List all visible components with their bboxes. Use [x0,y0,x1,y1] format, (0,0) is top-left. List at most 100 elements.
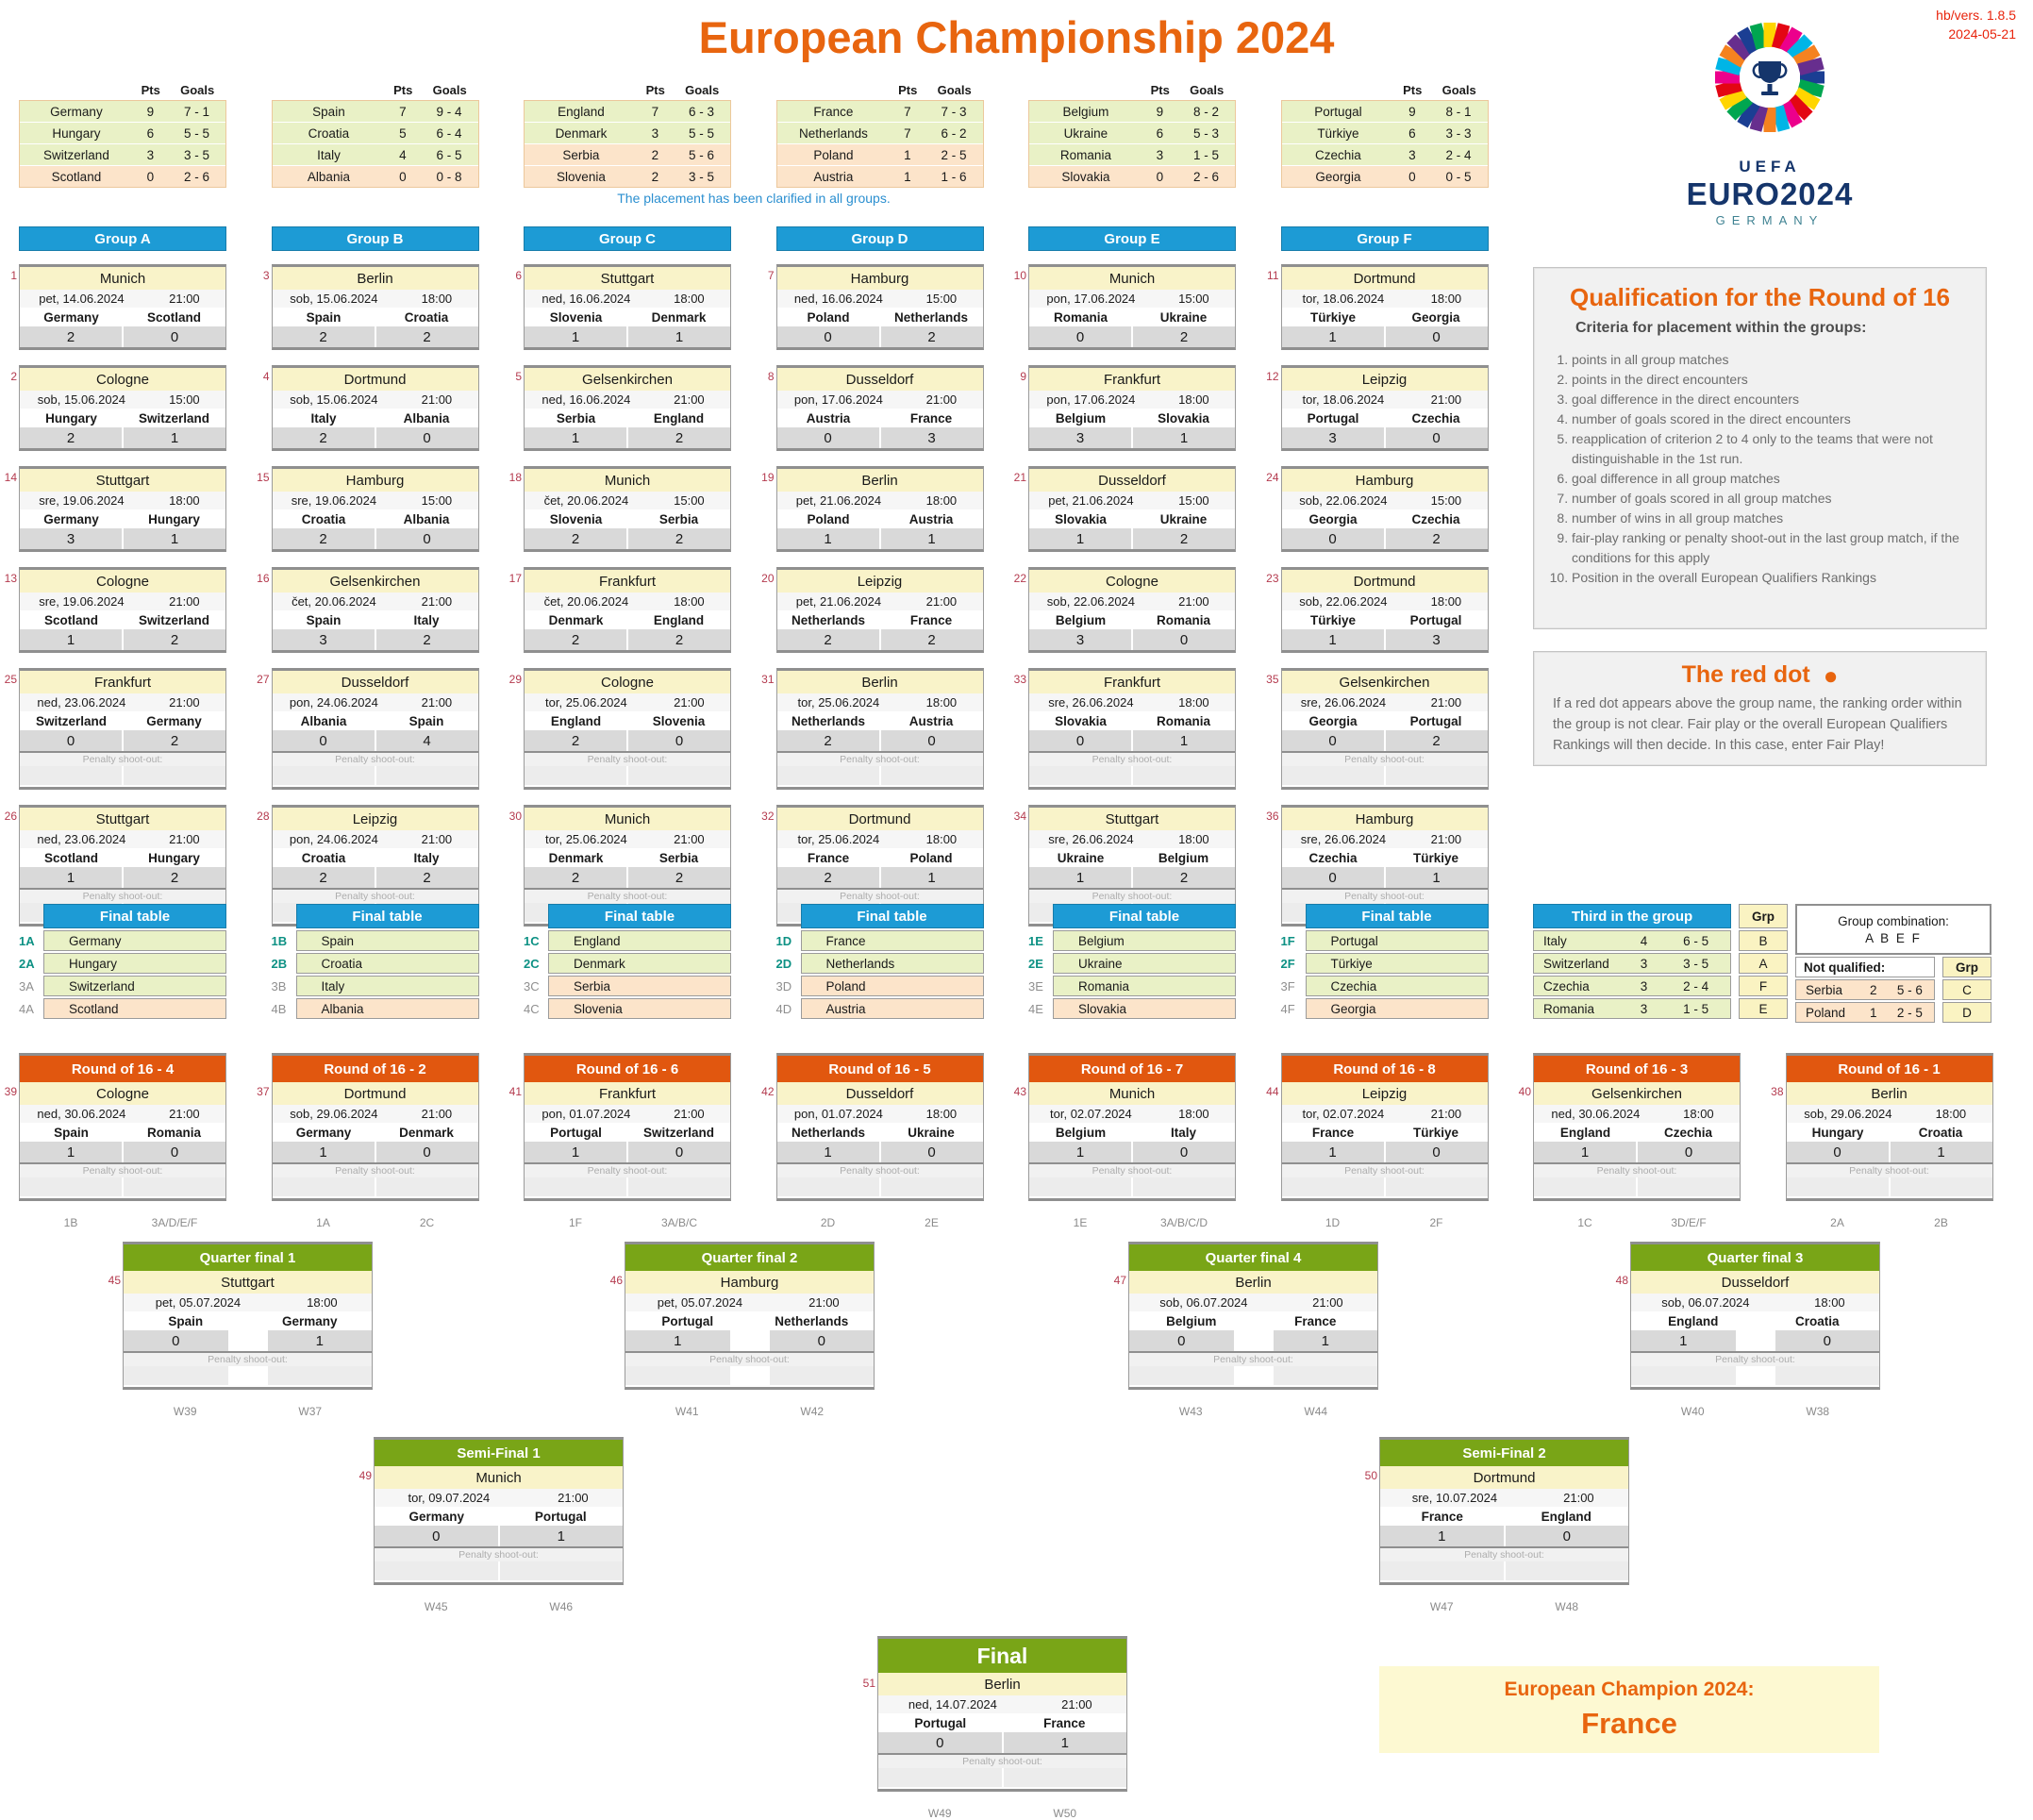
away-score[interactable]: 1 [880,528,983,549]
away-score[interactable]: 3 [880,427,983,448]
home-score[interactable]: 0 [1029,326,1131,347]
away-score[interactable]: 1 [1890,1142,1992,1162]
home-score[interactable]: 3 [1029,427,1131,448]
penalty-home-cell[interactable] [1534,1177,1636,1196]
home-score[interactable]: 2 [776,629,879,650]
home-score[interactable]: 3 [1029,629,1131,650]
home-score[interactable]: 0 [20,730,122,751]
penalty-home-cell[interactable] [776,1177,879,1196]
home-score[interactable]: 0 [1029,730,1131,751]
away-score[interactable]: 2 [124,867,225,888]
home-score[interactable]: 1 [1281,629,1384,650]
home-score[interactable]: 0 [272,730,375,751]
home-score[interactable]: 1 [776,1142,879,1162]
home-score[interactable]: 0 [878,1732,1002,1753]
home-score[interactable]: 3 [20,528,122,549]
away-score[interactable]: 1 [124,427,225,448]
away-score[interactable]: 0 [769,1330,874,1351]
away-score[interactable]: 4 [375,730,478,751]
home-score[interactable]: 2 [20,326,122,347]
home-score[interactable]: 1 [1380,1526,1504,1546]
away-score[interactable]: 0 [375,1142,478,1162]
away-score[interactable]: 0 [124,326,225,347]
home-score[interactable]: 1 [1281,1142,1384,1162]
home-score[interactable]: 1 [776,528,879,549]
penalty-away-cell[interactable] [375,1177,478,1196]
penalty-away-cell[interactable] [769,1366,874,1385]
home-score[interactable]: 1 [1029,867,1131,888]
away-score[interactable]: 0 [1133,1142,1235,1162]
penalty-away-cell[interactable] [1505,1561,1628,1580]
home-score[interactable]: 1 [625,1330,730,1351]
home-score[interactable]: 2 [272,867,375,888]
home-score[interactable]: 1 [1534,1142,1636,1162]
penalty-away-cell[interactable] [628,1177,730,1196]
home-score[interactable]: 1 [272,1142,375,1162]
away-score[interactable]: 2 [628,427,730,448]
away-score[interactable]: 1 [880,867,983,888]
away-score[interactable]: 0 [375,528,478,549]
penalty-home-cell[interactable] [878,1768,1002,1787]
home-score[interactable]: 2 [272,326,375,347]
penalty-home-cell[interactable] [1380,1561,1504,1580]
away-score[interactable]: 0 [1638,1142,1740,1162]
penalty-home-cell[interactable] [1281,766,1384,785]
penalty-away-cell[interactable] [1775,1366,1879,1385]
away-score[interactable]: 2 [628,867,730,888]
home-score[interactable]: 0 [776,427,879,448]
home-score[interactable]: 2 [525,629,626,650]
home-score[interactable]: 0 [1281,867,1384,888]
penalty-home-cell[interactable] [1029,766,1131,785]
penalty-home-cell[interactable] [525,766,626,785]
home-score[interactable]: 1 [525,326,626,347]
penalty-away-cell[interactable] [880,766,983,785]
penalty-away-cell[interactable] [1003,1768,1126,1787]
penalty-home-cell[interactable] [1631,1366,1736,1385]
penalty-home-cell[interactable] [272,766,375,785]
penalty-away-cell[interactable] [1273,1366,1377,1385]
penalty-away-cell[interactable] [1890,1177,1992,1196]
away-score[interactable]: 0 [1385,427,1488,448]
penalty-home-cell[interactable] [1786,1177,1889,1196]
away-score[interactable]: 1 [499,1526,623,1546]
away-score[interactable]: 2 [1133,528,1235,549]
home-score[interactable]: 1 [525,427,626,448]
penalty-home-cell[interactable] [1281,1177,1384,1196]
home-score[interactable]: 2 [20,427,122,448]
penalty-away-cell[interactable] [1385,766,1488,785]
penalty-away-cell[interactable] [1133,766,1235,785]
home-score[interactable]: 1 [1029,1142,1131,1162]
home-score[interactable]: 1 [20,1142,122,1162]
away-score[interactable]: 3 [1385,629,1488,650]
home-score[interactable]: 2 [272,427,375,448]
away-score[interactable]: 0 [628,730,730,751]
away-score[interactable]: 0 [1385,1142,1488,1162]
away-score[interactable]: 0 [1505,1526,1628,1546]
home-score[interactable]: 0 [375,1526,498,1546]
home-score[interactable]: 0 [1281,730,1384,751]
penalty-away-cell[interactable] [1133,1177,1235,1196]
home-score[interactable]: 2 [525,730,626,751]
penalty-away-cell[interactable] [628,766,730,785]
penalty-away-cell[interactable] [375,766,478,785]
home-score[interactable]: 0 [776,326,879,347]
penalty-home-cell[interactable] [20,766,122,785]
away-score[interactable]: 2 [628,629,730,650]
away-score[interactable]: 0 [1133,629,1235,650]
away-score[interactable]: 0 [628,1142,730,1162]
away-score[interactable]: 0 [1775,1330,1879,1351]
away-score[interactable]: 1 [1273,1330,1377,1351]
penalty-home-cell[interactable] [1029,1177,1131,1196]
away-score[interactable]: 1 [124,528,225,549]
home-score[interactable]: 1 [20,629,122,650]
away-score[interactable]: 1 [628,326,730,347]
home-score[interactable]: 1 [1029,528,1131,549]
penalty-home-cell[interactable] [625,1366,730,1385]
away-score[interactable]: 1 [1385,867,1488,888]
home-score[interactable]: 2 [776,730,879,751]
penalty-away-cell[interactable] [1638,1177,1740,1196]
home-score[interactable]: 1 [20,867,122,888]
home-score[interactable]: 0 [1129,1330,1234,1351]
away-score[interactable]: 2 [375,326,478,347]
penalty-home-cell[interactable] [776,766,879,785]
